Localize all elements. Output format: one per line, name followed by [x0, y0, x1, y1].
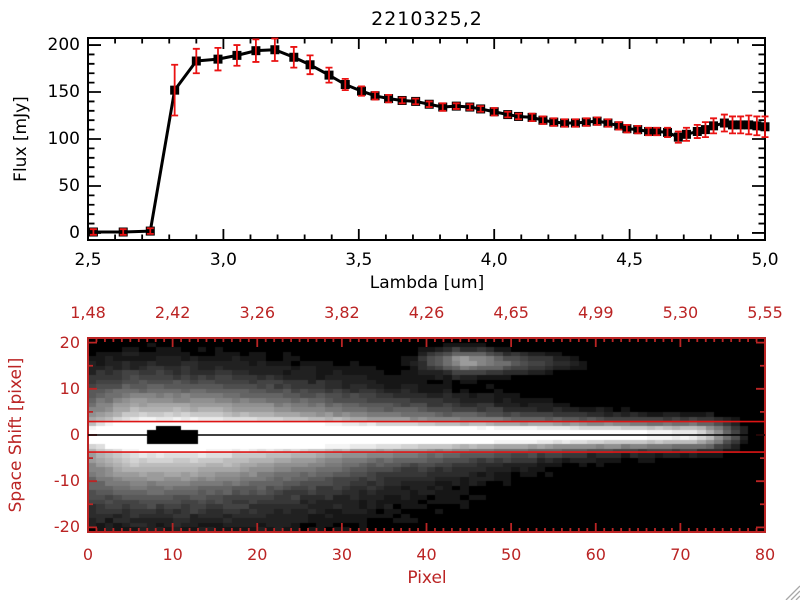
y-axis-label-image: Space Shift [pixel]: [6, 357, 26, 513]
plot-frame: [87, 37, 766, 241]
resize-grip[interactable]: [780, 580, 800, 600]
x-axis-label-spectrum: Lambda [um]: [369, 273, 485, 293]
plot-title: 2210325,2: [371, 8, 483, 30]
error-bars: [89, 37, 769, 236]
y-axis-label-spectrum: Flux [mJy]: [11, 96, 31, 182]
x-axis-label-image: Pixel: [407, 568, 447, 588]
spectrum-line: [93, 48, 766, 234]
